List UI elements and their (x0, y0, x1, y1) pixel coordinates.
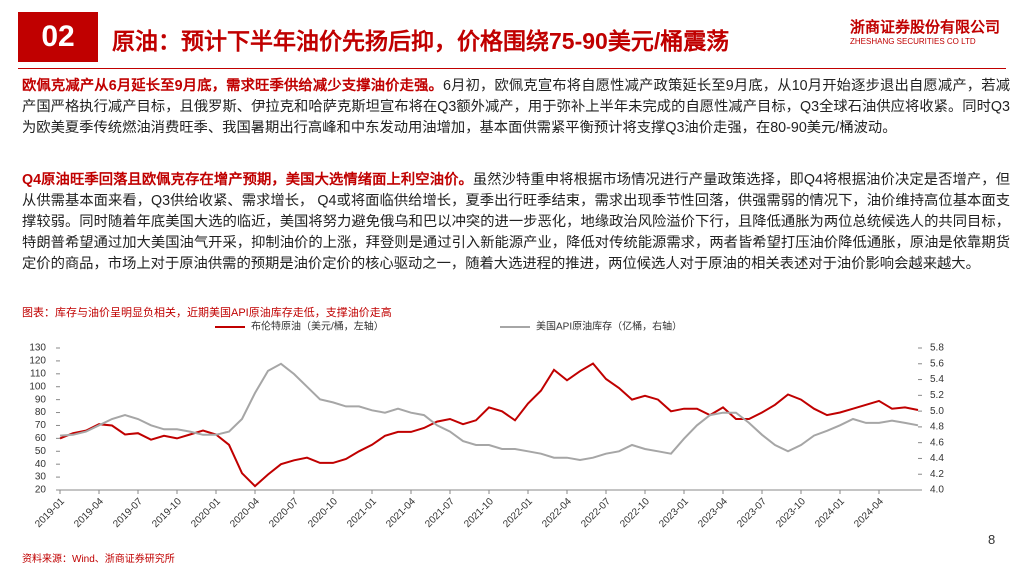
y2-tick-label: 4.6 (930, 437, 944, 448)
legend-label: 布伦特原油（美元/桶，左轴） (251, 320, 384, 333)
x-tick-label: 2019-01 (33, 496, 67, 530)
y-tick-label: 90 (35, 394, 47, 405)
legend-label: 美国API原油库存（亿桶，右轴） (536, 320, 682, 333)
x-tick-label: 2023-10 (774, 496, 808, 530)
series-line (59, 362, 919, 462)
y-tick-label: 20 (35, 485, 47, 496)
divider (18, 68, 1006, 69)
x-tick-label: 2023-01 (657, 496, 691, 530)
x-tick-label: 2019-07 (111, 496, 145, 530)
y2-tick-label: 5.2 (930, 390, 944, 401)
y2-tick-label: 5.6 (930, 358, 944, 369)
x-tick-label: 2024-04 (852, 496, 886, 530)
x-tick-label: 2019-04 (72, 496, 106, 530)
y-tick-label: 40 (35, 459, 47, 470)
x-tick-label: 2020-10 (306, 496, 340, 530)
y-tick-label: 60 (35, 433, 47, 444)
y-tick-label: 30 (35, 472, 47, 483)
section-number: 02 (18, 12, 98, 62)
x-tick-label: 2022-04 (540, 496, 574, 530)
x-tick-label: 2019-10 (150, 496, 184, 530)
paragraph: Q4原油旺季回落且欧佩克存在增产预期，美国大选情绪面上利空油价。虽然沙特重申将根… (22, 170, 1010, 275)
logo-text: 浙商证券股份有限公司 (850, 19, 1001, 36)
y2-tick-label: 4.4 (930, 453, 944, 464)
y-tick-label: 120 (29, 356, 46, 367)
y-tick-label: 50 (35, 446, 47, 457)
x-tick-label: 2021-04 (384, 496, 418, 530)
y-tick-label: 100 (29, 381, 46, 392)
lead: 欧佩克减产从6月延长至9月底，需求旺季供给减少支撑油价走强。 (22, 78, 443, 94)
logo-subtext: ZHESHANG SECURITIES CO LTD (850, 37, 976, 46)
series-line (59, 362, 919, 488)
paragraph: 欧佩克减产从6月延长至9月底，需求旺季供给减少支撑油价走强。6月初，欧佩克宣布将… (22, 76, 1010, 139)
x-tick-label: 2020-01 (189, 496, 223, 530)
y2-tick-label: 4.8 (930, 422, 944, 433)
x-tick-label: 2022-10 (618, 496, 652, 530)
x-tick-label: 2021-01 (345, 496, 379, 530)
y-tick-label: 80 (35, 407, 47, 418)
x-tick-label: 2022-07 (579, 496, 613, 530)
x-tick-label: 2022-01 (501, 496, 535, 530)
x-tick-label: 2023-04 (696, 496, 730, 530)
chart-caption: 图表：库存与油价呈明显负相关，近期美国API原油库存走低，支撑油价走高 (22, 307, 392, 319)
slide-title: 原油：预计下半年油价先扬后抑，价格围绕75-90美元/桶震荡 (112, 28, 730, 54)
x-tick-label: 2020-07 (267, 496, 301, 530)
x-tick-label: 2021-07 (423, 496, 457, 530)
x-tick-label: 2020-04 (228, 496, 262, 530)
y2-tick-label: 5.0 (930, 406, 944, 417)
y-tick-label: 130 (29, 343, 46, 354)
body: 6月初，欧佩克宣布将自愿性减产政策延长至9月底，从10月开始逐步退出自愿减产，若… (22, 78, 1010, 136)
y-tick-label: 70 (35, 420, 47, 431)
x-tick-label: 2023-07 (735, 496, 769, 530)
y2-tick-label: 4.2 (930, 469, 944, 480)
x-tick-label: 2024-01 (813, 496, 847, 530)
lead: Q4原油旺季回落且欧佩克存在增产预期，美国大选情绪面上利空油价。 (22, 172, 473, 188)
y2-tick-label: 5.4 (930, 374, 944, 385)
y-tick-label: 110 (30, 368, 46, 379)
page-number: 8 (988, 532, 996, 547)
y2-tick-label: 4.0 (930, 485, 944, 496)
body: 虽然沙特重申将根据市场情况进行产量政策选择，即Q4将根据油价决定是否增产，但从供… (22, 172, 1010, 272)
y2-tick-label: 5.8 (930, 343, 944, 354)
source: 资料来源：Wind、浙商证券研究所 (22, 554, 175, 565)
x-tick-label: 2021-10 (462, 496, 496, 530)
